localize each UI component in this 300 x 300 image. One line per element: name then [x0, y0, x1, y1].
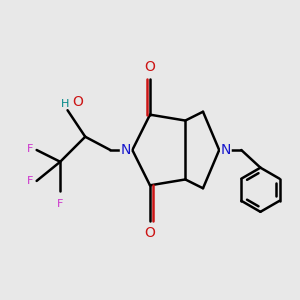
Text: H: H: [61, 99, 69, 109]
Text: O: O: [72, 95, 83, 109]
Text: F: F: [57, 199, 63, 208]
Text: F: F: [27, 176, 34, 186]
Text: N: N: [221, 143, 231, 157]
Text: O: O: [145, 226, 155, 240]
Text: O: O: [145, 60, 155, 74]
Text: F: F: [27, 143, 34, 154]
Text: N: N: [121, 143, 131, 157]
